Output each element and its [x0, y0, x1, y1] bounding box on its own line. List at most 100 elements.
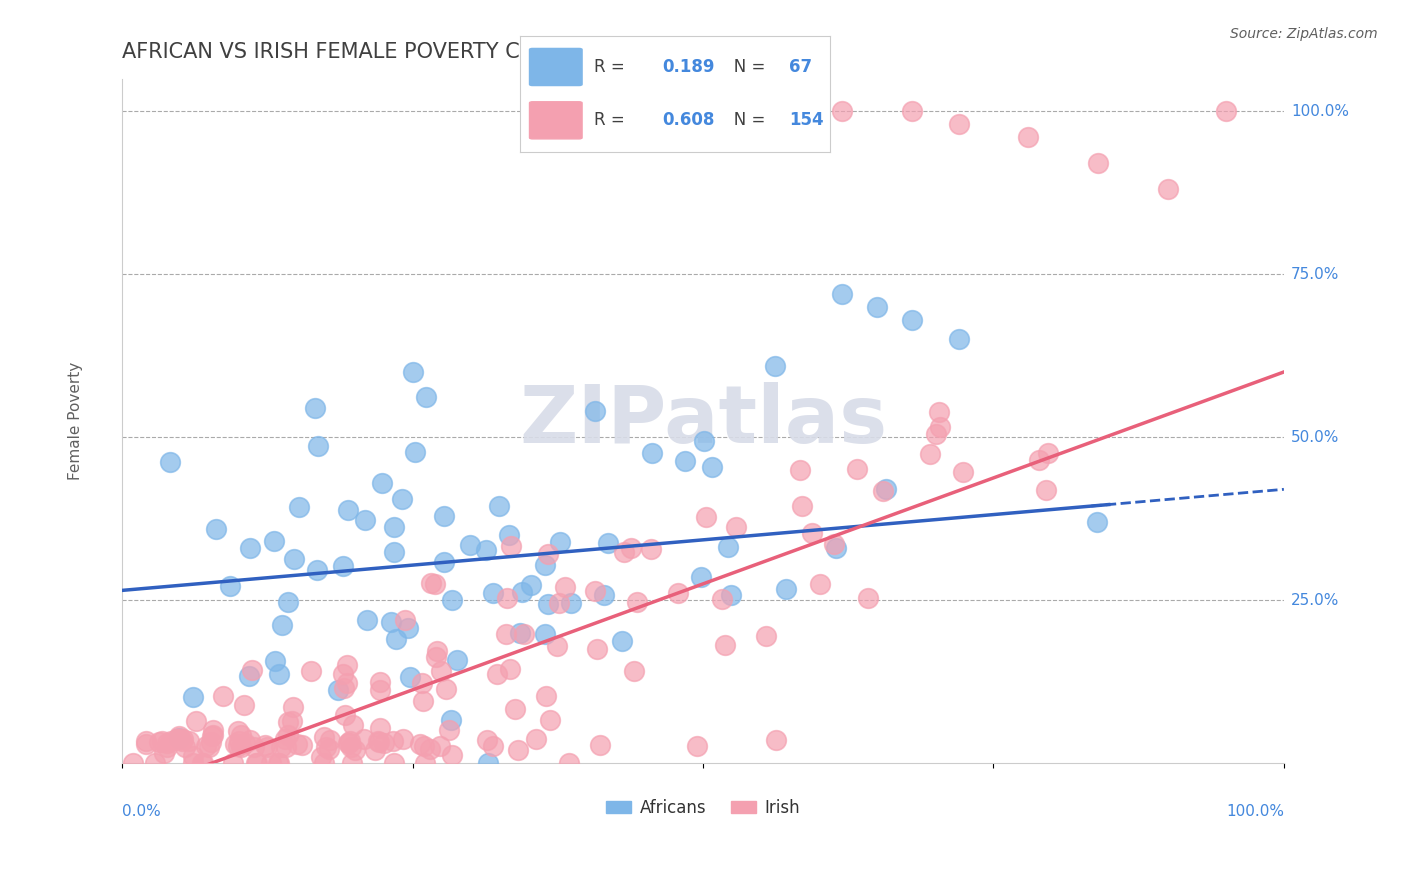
- Point: [440, 748, 463, 763]
- Point: [901, 313, 924, 327]
- Point: [205, 522, 228, 536]
- Point: [274, 731, 297, 746]
- Point: [181, 748, 204, 763]
- Text: R =: R =: [595, 58, 636, 76]
- Point: [901, 104, 924, 119]
- Point: [426, 644, 449, 658]
- Point: [318, 742, 340, 756]
- Point: [167, 729, 190, 743]
- Point: [169, 732, 191, 747]
- Point: [482, 585, 505, 599]
- Text: 100.0%: 100.0%: [1226, 805, 1284, 819]
- Text: 50.0%: 50.0%: [1291, 430, 1339, 444]
- Point: [925, 427, 948, 442]
- Point: [177, 734, 200, 748]
- Point: [368, 721, 391, 735]
- Point: [135, 737, 157, 751]
- Point: [948, 332, 970, 346]
- Point: [283, 551, 305, 566]
- Point: [194, 739, 217, 753]
- Point: [548, 535, 571, 549]
- Point: [488, 499, 510, 513]
- Point: [219, 579, 242, 593]
- Point: [524, 731, 547, 746]
- Text: 0.608: 0.608: [662, 112, 714, 129]
- FancyBboxPatch shape: [530, 48, 582, 86]
- Point: [420, 576, 443, 591]
- Point: [122, 756, 145, 771]
- Point: [245, 756, 267, 771]
- Point: [166, 732, 188, 747]
- Point: [170, 733, 193, 747]
- Point: [150, 734, 173, 748]
- Point: [477, 756, 499, 771]
- Point: [368, 735, 391, 749]
- Point: [475, 733, 498, 747]
- Point: [686, 739, 709, 753]
- Point: [415, 390, 437, 404]
- Point: [440, 713, 463, 727]
- Point: [339, 740, 361, 755]
- Point: [328, 683, 350, 698]
- Text: R =: R =: [595, 112, 630, 129]
- Point: [392, 731, 415, 746]
- Point: [301, 664, 323, 678]
- Point: [226, 724, 249, 739]
- Point: [481, 739, 503, 754]
- Text: 100.0%: 100.0%: [1291, 103, 1348, 119]
- Point: [332, 558, 354, 573]
- Point: [285, 738, 308, 752]
- Point: [380, 615, 402, 630]
- Text: 67: 67: [789, 58, 813, 76]
- Point: [613, 545, 636, 559]
- Point: [1036, 446, 1059, 460]
- Point: [143, 756, 166, 771]
- Point: [172, 732, 194, 747]
- Point: [283, 700, 305, 714]
- Text: 0.189: 0.189: [662, 58, 716, 76]
- Point: [866, 300, 889, 314]
- Point: [391, 492, 413, 507]
- Point: [510, 585, 533, 599]
- Point: [229, 728, 252, 742]
- Point: [554, 581, 576, 595]
- Point: [496, 591, 519, 605]
- Point: [340, 756, 363, 771]
- Point: [232, 698, 254, 713]
- Point: [156, 736, 179, 750]
- Point: [319, 732, 342, 747]
- Text: AFRICAN VS IRISH FEMALE POVERTY CORRELATION CHART: AFRICAN VS IRISH FEMALE POVERTY CORRELAT…: [122, 42, 731, 62]
- Point: [612, 633, 634, 648]
- Point: [159, 455, 181, 469]
- Point: [413, 756, 436, 771]
- Point: [354, 513, 377, 527]
- Point: [312, 756, 335, 771]
- Point: [333, 681, 356, 696]
- Text: N =: N =: [718, 58, 776, 76]
- Point: [505, 702, 527, 716]
- Point: [332, 667, 354, 681]
- Point: [184, 714, 207, 728]
- Point: [277, 715, 299, 730]
- Point: [382, 520, 405, 534]
- Point: [402, 365, 425, 379]
- Point: [409, 737, 432, 751]
- Point: [520, 578, 543, 592]
- Point: [560, 596, 582, 610]
- Point: [228, 734, 250, 748]
- Point: [364, 743, 387, 757]
- Point: [640, 446, 662, 460]
- Point: [269, 667, 291, 681]
- Point: [333, 708, 356, 723]
- Legend: Africans, Irish: Africans, Irish: [599, 792, 807, 823]
- Point: [381, 733, 404, 747]
- Point: [425, 650, 447, 665]
- Point: [181, 756, 204, 771]
- Point: [700, 460, 723, 475]
- Point: [537, 547, 560, 561]
- Point: [336, 675, 359, 690]
- Point: [198, 739, 221, 754]
- Point: [238, 669, 260, 683]
- Point: [1017, 130, 1039, 145]
- Point: [801, 525, 824, 540]
